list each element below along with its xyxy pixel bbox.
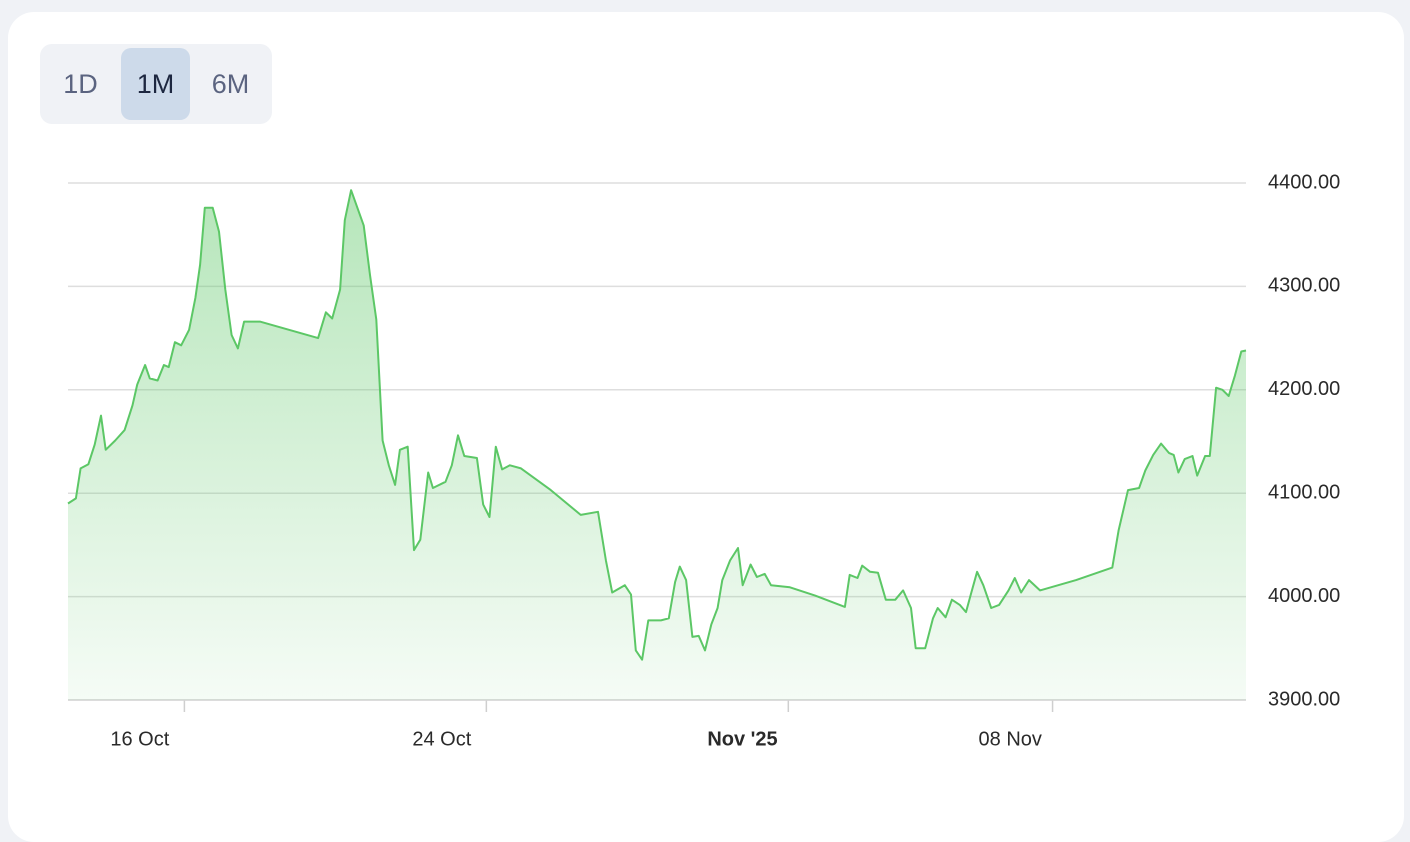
range-button[interactable]: 6M — [211, 68, 250, 99]
line — [67, 189, 1247, 661]
y-tick-label: 4000.00 — [1268, 585, 1340, 607]
range-button[interactable]: 1D — [63, 68, 98, 99]
chart: 3900.00 4000.00 4100.00 4200.00 4300.00 4400.… — [67, 171, 1340, 750]
y-tick-label: 4200.00 — [1268, 378, 1340, 400]
x-tick-label: 08 Nov — [979, 728, 1042, 750]
y-tick-label: 4100.00 — [1268, 481, 1340, 503]
area — [68, 190, 1246, 700]
y-tick-label: 3900.00 — [1268, 688, 1340, 710]
page: 1D 1M 6M 3900.00 4000.00 4100.00 4200.00 4300.… — [8, 12, 1404, 842]
x-tick-label: Nov '25 — [707, 728, 777, 750]
x-tick-label: 24 Oct — [412, 728, 471, 750]
y-tick-label: 4300.00 — [1268, 275, 1340, 297]
range-toolbar: 1D 1M 6M — [40, 44, 272, 124]
y-tick-label: 4400.00 — [1268, 171, 1340, 193]
range-button[interactable]: 1M — [121, 48, 190, 120]
x-tick-label: 16 Oct — [110, 728, 169, 750]
